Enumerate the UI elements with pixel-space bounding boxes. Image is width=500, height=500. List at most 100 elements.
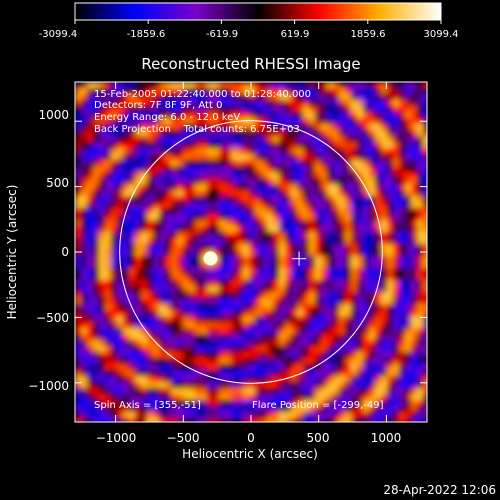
heatmap-cell	[363, 352, 370, 359]
heatmap-cell	[195, 418, 202, 422]
heatmap-cell	[417, 346, 424, 353]
heatmap-cell	[363, 112, 370, 119]
heatmap-cell	[165, 226, 172, 233]
heatmap-cell	[237, 352, 244, 359]
heatmap-cell	[177, 160, 184, 167]
heatmap-cell	[405, 274, 412, 281]
heatmap-cell	[309, 328, 316, 335]
heatmap-cell	[225, 280, 232, 287]
heatmap-cell	[225, 118, 232, 125]
heatmap-cell	[345, 142, 352, 149]
heatmap-cell	[381, 232, 388, 239]
heatmap-cell	[357, 106, 364, 113]
heatmap-cell	[423, 148, 427, 155]
heatmap-cell	[267, 142, 274, 149]
heatmap-cell	[195, 214, 202, 221]
heatmap-cell	[345, 238, 352, 245]
heatmap-cell	[243, 256, 250, 263]
heatmap-cell	[219, 202, 226, 209]
heatmap-cell	[159, 184, 166, 191]
heatmap-cell	[297, 202, 304, 209]
heatmap-cell	[345, 106, 352, 113]
heatmap-cell	[219, 394, 226, 401]
heatmap-cell	[195, 352, 202, 359]
heatmap-cell	[141, 370, 148, 377]
heatmap-cell	[255, 250, 262, 257]
heatmap-cell	[195, 256, 202, 263]
heatmap-cell	[177, 268, 184, 275]
heatmap-cell	[321, 208, 328, 215]
heatmap-cell	[105, 406, 112, 413]
heatmap-cell	[351, 412, 358, 419]
heatmap-cell	[411, 394, 418, 401]
heatmap-cell	[99, 226, 106, 233]
heatmap-cell	[189, 172, 196, 179]
heatmap-cell	[297, 304, 304, 311]
heatmap-cell	[333, 406, 340, 413]
heatmap-cell	[129, 370, 136, 377]
heatmap-cell	[327, 286, 334, 293]
heatmap-cell	[369, 148, 376, 155]
heatmap-cell	[231, 136, 238, 143]
heatmap-cell	[303, 118, 310, 125]
heatmap-cell	[129, 142, 136, 149]
heatmap-cell	[213, 82, 220, 89]
heatmap-cell	[369, 226, 376, 233]
heatmap-cell	[189, 106, 196, 113]
heatmap-cell	[303, 148, 310, 155]
heatmap-cell	[297, 160, 304, 167]
heatmap-cell	[297, 130, 304, 137]
heatmap-cell	[261, 274, 268, 281]
heatmap-cell	[405, 334, 412, 341]
heatmap-cell	[225, 400, 232, 407]
heatmap-cell	[327, 298, 334, 305]
heatmap-cell	[159, 334, 166, 341]
heatmap-cell	[393, 250, 400, 257]
heatmap-cell	[81, 292, 88, 299]
heatmap-cell	[315, 274, 322, 281]
heatmap-cell	[123, 190, 130, 197]
heatmap-cell	[111, 256, 118, 263]
heatmap-cell	[381, 190, 388, 197]
heatmap-cell	[267, 148, 274, 155]
heatmap-cell	[207, 298, 214, 305]
heatmap-cell	[273, 370, 280, 377]
heatmap-cell	[255, 226, 262, 233]
heatmap-cell	[93, 406, 100, 413]
heatmap-cell	[207, 196, 214, 203]
heatmap-cell	[417, 100, 424, 107]
heatmap-cell	[381, 226, 388, 233]
heatmap-cell	[387, 250, 394, 257]
heatmap-cell	[249, 148, 256, 155]
heatmap-cell	[135, 322, 142, 329]
heatmap-cell	[363, 244, 370, 251]
heatmap-cell	[93, 166, 100, 173]
heatmap-cell	[123, 262, 130, 269]
heatmap-cell	[213, 394, 220, 401]
heatmap-cell	[195, 388, 202, 395]
heatmap-cell	[387, 94, 394, 101]
heatmap-cell	[333, 286, 340, 293]
heatmap-cell	[357, 184, 364, 191]
heatmap-cell	[303, 334, 310, 341]
heatmap-cell	[375, 376, 382, 383]
heatmap-cell	[135, 94, 142, 101]
heatmap-cell	[315, 232, 322, 239]
heatmap-cell	[339, 118, 346, 125]
heatmap-cell	[165, 250, 172, 257]
heatmap-cell	[405, 244, 412, 251]
heatmap-cell	[117, 406, 124, 413]
heatmap-cell	[309, 268, 316, 275]
heatmap-cell	[177, 358, 184, 365]
heatmap-cell	[87, 166, 94, 173]
heatmap-cell	[273, 226, 280, 233]
heatmap-cell	[237, 196, 244, 203]
heatmap-cell	[255, 328, 262, 335]
heatmap-cell	[291, 148, 298, 155]
heatmap-cell	[351, 376, 358, 383]
heatmap-cell	[147, 274, 154, 281]
heatmap-cell	[117, 316, 124, 323]
heatmap-cell	[189, 160, 196, 167]
heatmap-cell	[81, 352, 88, 359]
heatmap-cell	[99, 310, 106, 317]
